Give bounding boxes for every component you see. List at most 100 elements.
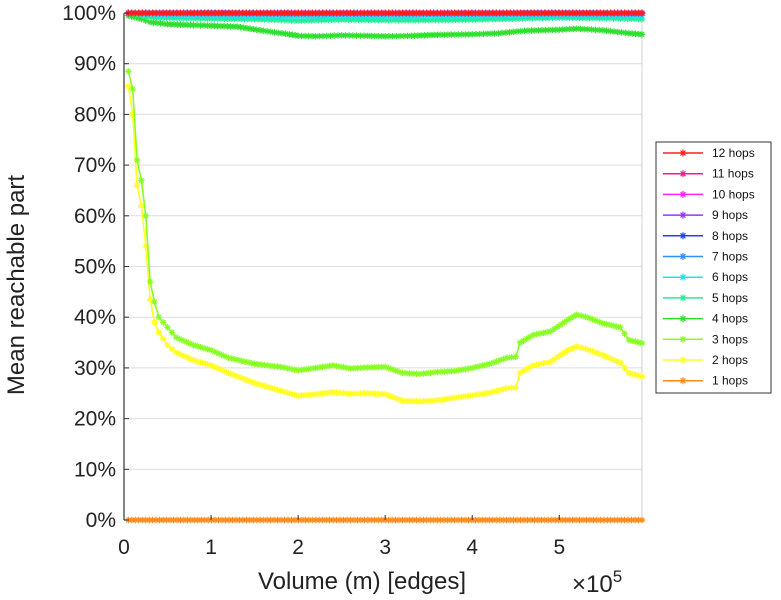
legend-label: 3 hops (712, 332, 748, 346)
y-tick-label: 40% (74, 306, 116, 329)
y-tick-label: 20% (74, 408, 116, 431)
legend-label: 9 hops (712, 208, 748, 222)
series-line (127, 71, 643, 375)
series-marker (638, 9, 646, 17)
series-marker (168, 329, 176, 336)
y-tick-label: 100% (62, 2, 116, 25)
series-marker (176, 351, 183, 358)
series-marker (138, 202, 145, 209)
series-marker (557, 321, 565, 328)
y-tick-label: 90% (74, 53, 116, 76)
x-tick-label: 2 (292, 536, 304, 559)
legend-swatch-marker (679, 149, 687, 157)
x-axis-multiplier: ×105 (572, 567, 622, 598)
y-tick-labels: 0% 10% 20% 30% 40% 50% 60% 70% 80% 90% 100% (62, 2, 129, 532)
series-marker (617, 324, 624, 331)
series-marker (133, 182, 141, 189)
y-axis-title: Mean reachable part (3, 175, 30, 395)
y-tick-label: 0% (86, 509, 116, 532)
series-marker (508, 384, 515, 392)
x-tick-label: 5 (553, 536, 565, 559)
series-marker (573, 343, 580, 350)
series-marker (142, 212, 149, 219)
series-marker (164, 341, 171, 349)
series-marker (151, 319, 158, 326)
series-marker (561, 349, 568, 356)
legend-item: 3 hops (663, 332, 748, 346)
series-marker (554, 323, 561, 330)
series-marker (133, 156, 141, 164)
legend-swatch-marker (679, 211, 687, 219)
series-marker (164, 324, 171, 331)
y-tick-label: 80% (74, 103, 116, 126)
series-marker (584, 26, 592, 33)
series-marker (238, 374, 245, 382)
series-marker (512, 384, 519, 391)
x-tick-labels: 0 1 2 3 4 5 (118, 515, 565, 559)
series-marker (146, 296, 154, 303)
legend-item: 8 hops (663, 229, 748, 243)
series-marker (159, 335, 167, 342)
legend-label: 1 hops (712, 374, 748, 388)
x-multiplier-base: ×10 (572, 571, 613, 598)
legend: 12 hops 11 hops 10 hops 9 hops 8 hops 7 hops 6… (655, 141, 772, 394)
legend-swatch-marker (679, 315, 687, 323)
legend-swatch-marker (679, 377, 687, 385)
legend-swatch-marker (679, 170, 687, 178)
series-marker (536, 330, 544, 337)
legend-box (655, 141, 772, 394)
series-marker (638, 516, 646, 524)
legend-swatch-marker (679, 190, 687, 198)
legend-swatch-marker (679, 335, 687, 343)
y-tick-label: 30% (74, 357, 116, 380)
series-marker (557, 351, 565, 359)
series-marker (547, 358, 554, 366)
series-marker (547, 328, 554, 335)
y-tick-label: 60% (74, 205, 116, 228)
legend-item: 2 hops (663, 353, 748, 367)
series-marker (151, 298, 158, 306)
series-2-hops (125, 83, 646, 405)
x-tick-label: 3 (379, 536, 391, 559)
x-tick-label: 1 (205, 536, 217, 559)
series-marker (603, 320, 610, 328)
grid-lines (124, 12, 642, 521)
series-marker (621, 330, 628, 337)
series-marker (617, 359, 624, 367)
series-marker (550, 325, 558, 333)
series-marker (638, 31, 646, 38)
legend-item: 11 hops (663, 167, 754, 181)
series-marker (577, 312, 585, 319)
series-marker (550, 356, 558, 363)
series-marker (159, 319, 167, 326)
legend-item: 6 hops (663, 270, 748, 284)
legend-item: 9 hops (663, 208, 748, 222)
legend-item: 10 hops (663, 187, 755, 201)
legend-label: 8 hops (712, 229, 748, 243)
y-tick-label: 70% (74, 154, 116, 177)
series-marker (577, 344, 585, 351)
series-4-hops (125, 12, 646, 40)
series-marker (155, 329, 163, 336)
series-marker (638, 339, 646, 347)
series-marker (155, 314, 163, 321)
series-marker (512, 353, 519, 360)
legend-item: 4 hops (663, 312, 748, 326)
series-marker (533, 331, 540, 338)
legend-label: 4 hops (712, 312, 748, 326)
y-tick-label: 50% (74, 256, 116, 279)
series-marker (138, 177, 145, 184)
legend-label: 5 hops (712, 291, 748, 305)
x-multiplier-exponent: 5 (613, 567, 622, 586)
legend-label: 6 hops (712, 270, 748, 284)
legend-swatch-marker (679, 356, 687, 364)
x-tick-label: 0 (118, 536, 130, 559)
series-marker (540, 360, 547, 367)
series-marker (291, 391, 298, 398)
legend-item: 12 hops (663, 146, 755, 160)
legend-item: 7 hops (663, 250, 748, 264)
series-marker (168, 345, 176, 353)
series-layer (125, 9, 646, 524)
series-marker (621, 364, 628, 372)
